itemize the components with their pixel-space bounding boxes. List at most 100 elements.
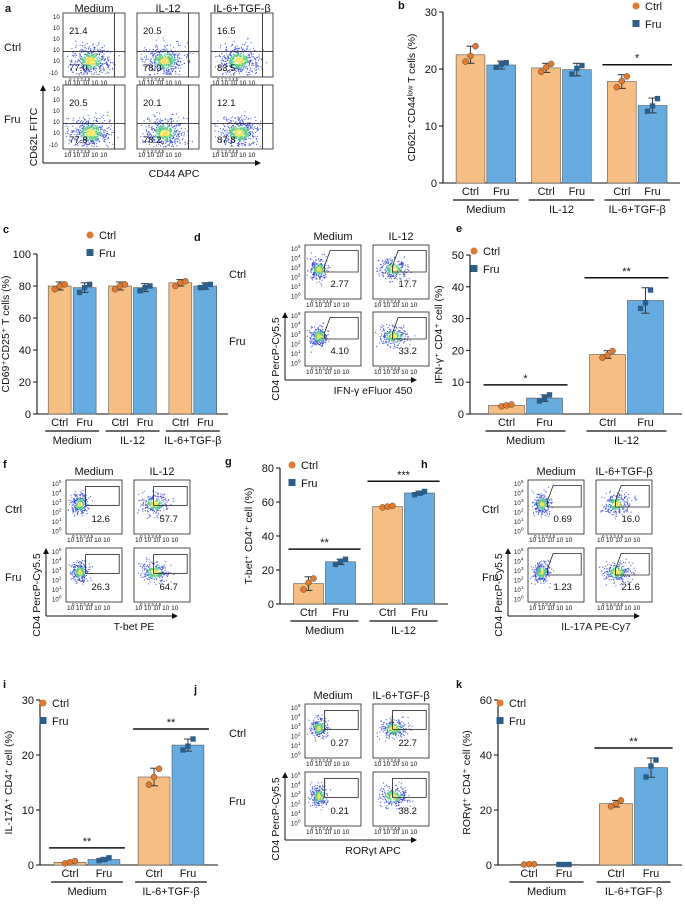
flow-event-dot (163, 564, 165, 566)
quadrant-percentage: 12.1 (217, 98, 236, 109)
flow-event-dot (70, 566, 72, 568)
flow-event-dot (379, 328, 382, 330)
flow-event-dot (320, 345, 322, 347)
flow-event-dot (314, 342, 316, 344)
flow-y-tick-exp: 2 (59, 508, 62, 513)
flow-event-dot (393, 275, 395, 277)
flow-event-dot (156, 54, 158, 56)
flow-event-dot (81, 73, 83, 75)
flow-event-dot (80, 51, 82, 54)
flow-event-dot (87, 68, 89, 70)
flow-event-dot (151, 62, 153, 64)
flow-event-dot (244, 58, 247, 61)
flow-event-dot (82, 489, 84, 491)
flow-event-dot (535, 577, 537, 579)
flow-event-dot (255, 72, 257, 74)
flow-event-dot (222, 55, 224, 58)
flow-event-dot (76, 73, 78, 75)
flow-event-dot (252, 56, 254, 58)
flow-event-dot (178, 43, 180, 45)
flow-event-dot (251, 131, 253, 133)
flow-x-tick-exps: 0 1 2 3 4 5 (69, 149, 91, 154)
flow-event-dot (543, 562, 546, 564)
flow-event-dot (157, 71, 159, 73)
flow-event-dot (249, 74, 251, 76)
flow-event-dot (378, 275, 380, 277)
flow-event-dot (96, 119, 98, 122)
flow-event-dot (102, 68, 104, 70)
flow-event-dot (93, 56, 96, 59)
flow-event-dot (323, 331, 325, 333)
flow-event-dot (72, 507, 74, 509)
flow-event-dot (328, 340, 330, 342)
flow-event-dot (224, 57, 226, 59)
flow-event-dot (156, 561, 158, 563)
flow-event-dot (393, 267, 396, 269)
flow-event-dot (391, 280, 393, 283)
flow-event-dot (229, 53, 231, 55)
flow-event-dot (155, 499, 158, 501)
flow-event-dot (385, 338, 388, 340)
flow-event-dot (97, 59, 99, 61)
flow-event-dot (180, 127, 182, 130)
flow-event-dot (174, 132, 176, 134)
flow-event-dot (214, 125, 216, 127)
flow-event-dot (93, 143, 96, 145)
flow-event-dot (531, 568, 533, 571)
flow-event-dot (214, 66, 216, 68)
flow-col-header: IL-12 (388, 231, 413, 243)
flow-col-header: Medium (74, 466, 113, 478)
flow-event-dot (624, 504, 626, 506)
flow-event-dot (79, 498, 81, 500)
flow-event-dot (548, 511, 551, 513)
flow-event-dot (143, 49, 145, 52)
flow-event-dot (256, 143, 258, 145)
flow-y-tick-label: -10 (49, 71, 58, 77)
flow-event-dot (105, 61, 107, 63)
flow-event-dot (227, 125, 229, 127)
flow-event-dot (172, 134, 175, 137)
flow-y-tick-exp: 3 (521, 498, 524, 503)
flow-event-dot (98, 140, 100, 142)
flow-event-dot (622, 508, 624, 510)
flow-event-dot (387, 331, 389, 333)
flow-event-dot (232, 53, 235, 55)
flow-event-dot (541, 494, 543, 496)
flow-event-dot (152, 48, 154, 51)
flow-event-dot (148, 579, 150, 581)
flow-event-dot (610, 501, 613, 503)
flow-event-dot (222, 63, 224, 65)
flow-event-dot (387, 343, 389, 345)
flow-event-dot (217, 120, 219, 122)
flow-event-dot (399, 331, 401, 333)
flow-event-dot (614, 508, 617, 511)
flow-event-dot (179, 70, 181, 72)
flow-event-dot (235, 70, 237, 73)
flow-event-dot (166, 58, 169, 60)
flow-event-dot (92, 500, 94, 502)
flow-event-dot (242, 51, 244, 53)
flow-event-dot (167, 70, 169, 72)
flow-event-dot (176, 58, 178, 61)
flow-col-header: Medium (313, 231, 352, 243)
flow-event-dot (322, 260, 324, 262)
flow-event-dot (318, 335, 320, 337)
flow-event-dot (151, 68, 153, 70)
flow-event-dot (232, 126, 235, 129)
flow-event-dot (152, 578, 154, 580)
flow-event-dot (99, 63, 101, 65)
flow-event-dot (230, 127, 232, 129)
flow-event-dot (146, 565, 148, 568)
flow-event-dot (255, 62, 257, 64)
flow-event-dot (92, 142, 94, 144)
flow-event-dot (144, 47, 146, 49)
flow-event-dot (314, 330, 316, 332)
flow-event-dot (168, 144, 170, 146)
flow-event-dot (545, 490, 547, 493)
flow-event-dot (177, 129, 179, 131)
flow-event-dot (72, 566, 75, 568)
flow-event-dot (154, 115, 156, 117)
flow-event-dot (389, 258, 391, 260)
flow-event-dot (240, 116, 242, 118)
flow-event-dot (95, 53, 97, 55)
